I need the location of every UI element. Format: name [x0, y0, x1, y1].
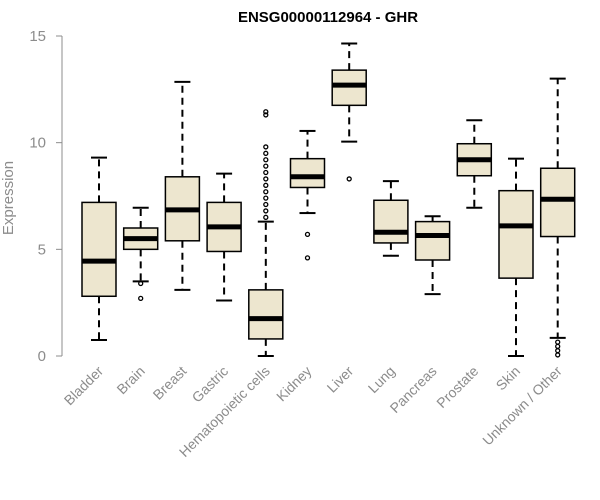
chart-title: ENSG00000112964 - GHR	[238, 9, 418, 26]
x-tick-label-1: Brain	[113, 363, 147, 397]
x-tick-label-10: Skin	[493, 363, 524, 394]
y-tick-label-0: 0	[38, 348, 46, 365]
box-group-0	[81, 156, 117, 341]
box-4	[248, 289, 284, 340]
outlier-4-3	[263, 195, 269, 201]
x-tick-label-0: Bladder	[61, 363, 107, 409]
box-group-10	[498, 157, 534, 357]
box-group-6	[331, 42, 367, 182]
outlier-1-1	[138, 295, 144, 302]
y-tick-label-3: 15	[29, 28, 46, 45]
y-axis: 0 5 10 15	[29, 28, 63, 365]
box-group-8	[414, 215, 451, 296]
outlier-4-11	[263, 144, 269, 150]
x-tick-label-7: Lung	[365, 363, 398, 396]
box-11	[539, 167, 576, 238]
outlier-4-8	[263, 163, 269, 169]
x-tick-label-9: Prostate	[433, 363, 481, 411]
x-tick-label-5: Kidney	[273, 363, 315, 405]
outlier-4-9	[263, 157, 269, 163]
outlier-4-12	[263, 112, 269, 118]
outlier-11-1	[555, 343, 561, 350]
box-group-3	[206, 172, 242, 302]
outlier-11-3	[555, 352, 561, 358]
outlier-11-2	[555, 348, 561, 354]
outlier-4-4	[263, 189, 269, 195]
outlier-4-13	[263, 109, 269, 115]
outlier-4-0	[263, 214, 269, 220]
x-tick-label-2: Breast	[150, 363, 190, 403]
box-group-1	[122, 206, 159, 302]
outlier-4-7	[263, 169, 269, 176]
outlier-4-1	[263, 208, 269, 214]
x-tick-label-11: Unknown / Other	[479, 363, 565, 449]
outlier-5-1	[304, 255, 311, 261]
outlier-5-0	[304, 231, 311, 238]
y-tick-label-1: 5	[38, 241, 46, 258]
box-group-4	[248, 109, 284, 357]
y-axis-label: Expression	[0, 161, 17, 235]
box-7	[373, 199, 409, 244]
box-group-9	[456, 119, 493, 209]
x-tick-label-6: Liver	[324, 363, 357, 396]
y-tick-label-2: 10	[29, 135, 46, 152]
box-10	[498, 189, 534, 279]
box-0	[81, 201, 117, 298]
outlier-6-0	[346, 176, 352, 182]
outlier-11-0	[555, 339, 561, 345]
outlier-4-10	[263, 150, 269, 156]
outlier-4-6	[263, 176, 269, 182]
outlier-4-5	[263, 182, 269, 188]
box-group-5	[289, 129, 326, 261]
box-5	[289, 157, 326, 189]
outlier-4-2	[263, 201, 269, 208]
box-8	[414, 220, 451, 261]
box-group-7	[373, 180, 409, 257]
box-6	[331, 69, 367, 107]
box-group-11	[539, 77, 576, 358]
box-group-2	[164, 80, 201, 291]
outlier-1-0	[138, 280, 144, 287]
boxes-layer	[81, 42, 576, 358]
